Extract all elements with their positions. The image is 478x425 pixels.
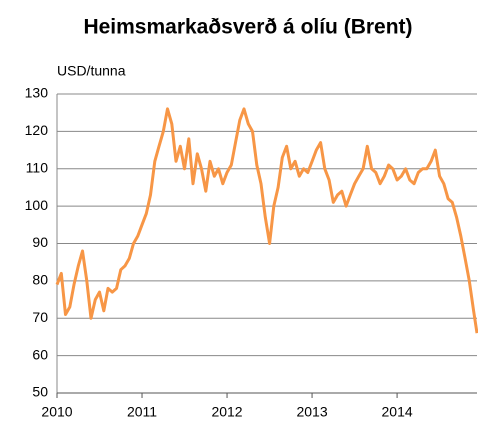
chart-title: Heimsmarkaðsverð á olíu (Brent) [83, 16, 412, 39]
x-tick-label: 2010 [41, 404, 72, 420]
x-tick-label: 2011 [127, 404, 157, 420]
y-tick-label: 80 [32, 272, 48, 288]
y-tick-label: 50 [32, 384, 48, 400]
y-axis-label: USD/tunna [57, 63, 126, 79]
y-tick-label: 100 [25, 197, 49, 213]
y-tick-label: 60 [32, 346, 48, 362]
x-tick-label: 2014 [382, 404, 413, 420]
y-tick-label: 120 [25, 122, 49, 138]
x-tick-label: 2012 [211, 404, 242, 420]
x-tick-label: 2013 [296, 404, 327, 420]
y-tick-label: 130 [25, 85, 49, 101]
price-line [55, 107, 478, 334]
y-tick-label: 110 [26, 159, 49, 175]
y-tick-label: 70 [32, 309, 48, 325]
y-tick-label: 90 [32, 234, 48, 250]
